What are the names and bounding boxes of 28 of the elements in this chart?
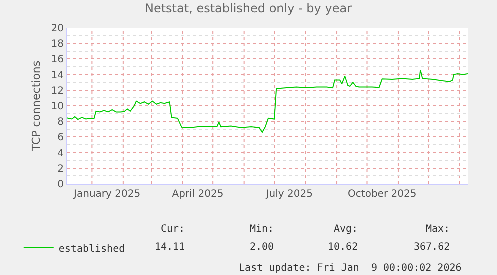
y-tick-label: 2 [58,164,64,175]
text: 2.00 [250,242,274,253]
text: 14.11 [155,242,186,253]
y-tick-label: 20 [51,24,64,34]
line-series [67,70,468,134]
x-tick-label: April 2025 [172,189,224,200]
y-tick-label: 8 [58,117,64,128]
text: Max: [426,224,450,235]
y-axis-title: TCP connections [30,60,43,152]
chart-title: Netstat, established only - by year [144,2,352,16]
x-tick-label: January 2025 [73,189,141,200]
text: Cur: [161,224,186,235]
y-tick-label: 14 [51,70,64,82]
text: 10.62 [328,242,358,253]
y-tick-label: 4 [58,148,64,160]
y-tick-label: 6 [58,132,64,144]
text: Last update: Fri Jan 9 00:00:02 2026 [239,263,462,274]
x-tick-label: July 2025 [265,189,313,200]
y-tick-label: 12 [51,86,64,97]
text: 367.62 [414,242,450,253]
y-tick-label: 10 [51,102,64,112]
text: Min: [250,224,274,235]
y-tick-label: 16 [51,54,64,66]
legend-label: established [58,244,126,255]
x-tick-label: October 2025 [348,189,417,200]
y-tick-label: 18 [51,39,64,50]
y-tick-label: 0 [58,180,64,190]
text: Avg: [334,224,358,235]
